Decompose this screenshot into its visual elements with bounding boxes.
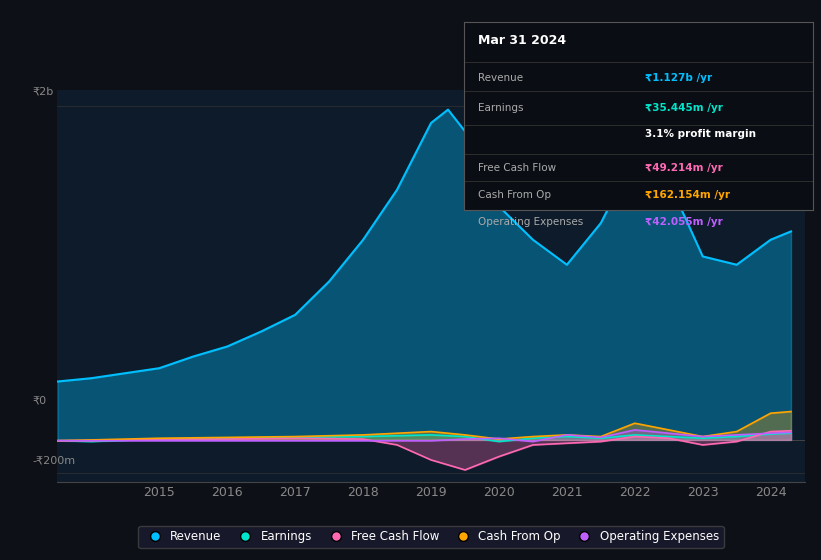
Text: -₹200m: -₹200m	[33, 455, 76, 465]
Text: ₹49.214m /yr: ₹49.214m /yr	[645, 163, 723, 173]
Legend: Revenue, Earnings, Free Cash Flow, Cash From Op, Operating Expenses: Revenue, Earnings, Free Cash Flow, Cash …	[139, 526, 723, 548]
Text: Cash From Op: Cash From Op	[478, 190, 551, 200]
Text: ₹0: ₹0	[33, 395, 47, 405]
Text: Operating Expenses: Operating Expenses	[478, 217, 583, 227]
Text: ₹162.154m /yr: ₹162.154m /yr	[645, 190, 731, 200]
Text: ₹2b: ₹2b	[33, 87, 54, 97]
Text: Mar 31 2024: Mar 31 2024	[478, 34, 566, 46]
Text: 3.1% profit margin: 3.1% profit margin	[645, 129, 756, 139]
Text: Earnings: Earnings	[478, 102, 523, 113]
Text: ₹1.127b /yr: ₹1.127b /yr	[645, 73, 713, 83]
Text: Free Cash Flow: Free Cash Flow	[478, 163, 556, 173]
Text: ₹42.055m /yr: ₹42.055m /yr	[645, 217, 723, 227]
Text: ₹35.445m /yr: ₹35.445m /yr	[645, 102, 723, 113]
Text: Revenue: Revenue	[478, 73, 523, 83]
